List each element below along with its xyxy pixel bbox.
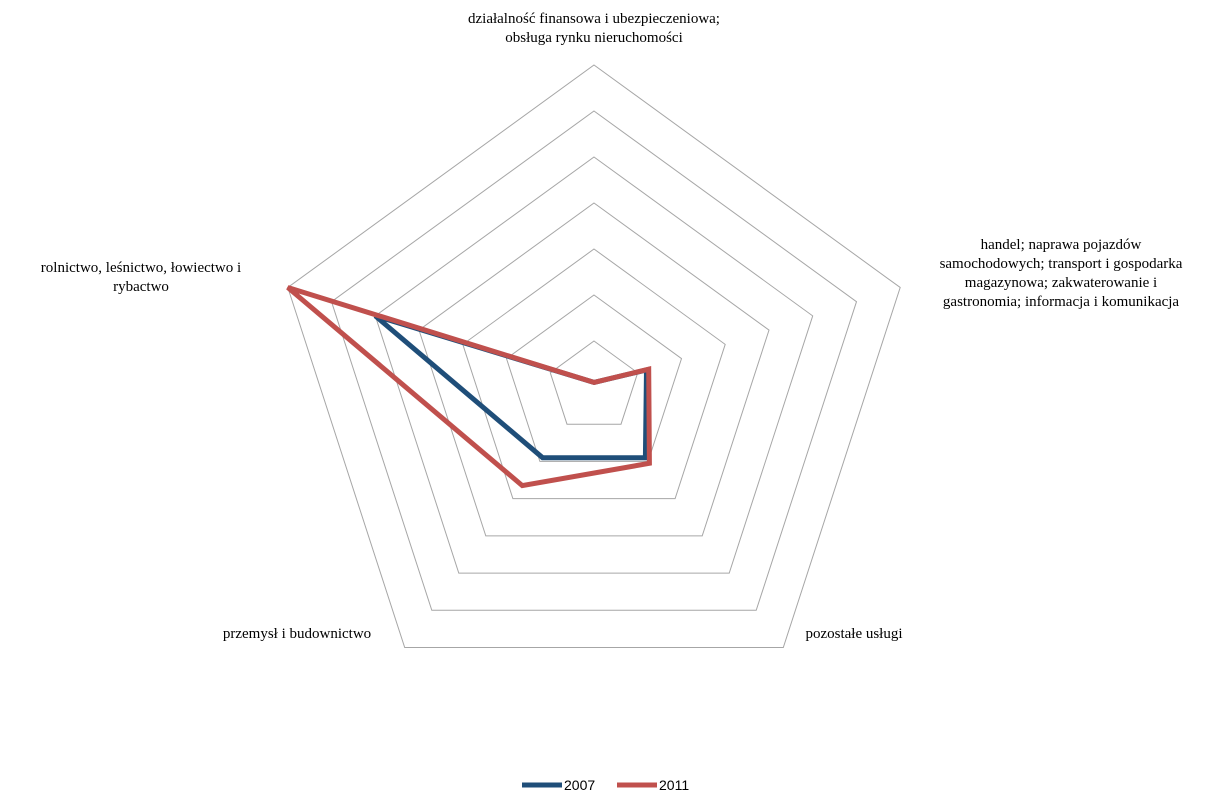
legend-label-2007: 2007 — [564, 777, 595, 793]
axis-labels: działalność finansowa i ubezpieczeniowa;… — [41, 11, 1183, 642]
grid-ring-7 — [287, 64, 901, 648]
grid-ring-3 — [462, 248, 726, 500]
grid-ring-2 — [505, 294, 683, 462]
grid-ring-1 — [549, 340, 639, 425]
grid-ring-5 — [374, 156, 814, 574]
series-lines — [286, 285, 652, 489]
legend: 2007 2011 — [522, 777, 689, 793]
series-2007-line — [373, 313, 650, 461]
axis-label-1: działalność finansowa i ubezpieczeniowa;… — [468, 11, 720, 46]
axis-label-2: handel; naprawa pojazdów samochodowych; t… — [940, 237, 1183, 310]
legend-label-2011: 2011 — [659, 777, 689, 793]
axis-label-5: rolnictwo, leśnictwo, łowiectwo i rybactw… — [41, 260, 241, 295]
grid-ring-6 — [330, 110, 858, 611]
radar-grid — [287, 64, 901, 648]
axis-label-3: pozostałe usługi — [805, 626, 902, 642]
series-2011-line — [286, 285, 652, 489]
grid-ring-4 — [418, 202, 770, 537]
axis-label-4: przemysł i budownictwo — [223, 626, 371, 642]
